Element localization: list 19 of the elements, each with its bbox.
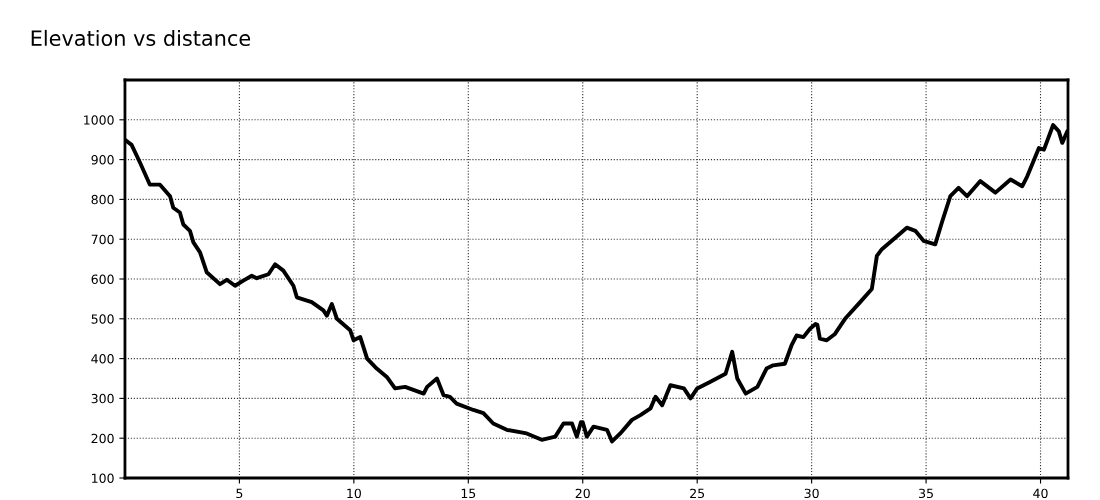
y-tick-label: 300: [91, 393, 114, 404]
x-tick-label: 35: [919, 488, 933, 499]
y-tick-label: 600: [91, 274, 114, 284]
y-tick-label: 800: [91, 194, 114, 205]
x-tick-label: 10: [347, 488, 361, 499]
y-tick-label: 100: [92, 473, 114, 483]
x-tick-label: 15: [461, 488, 476, 499]
chart-title: Elevation vs distance: [31, 29, 251, 47]
y-tick-label: 900: [91, 155, 114, 165]
y-tick-label: 400: [91, 354, 114, 364]
x-tick-label: 25: [690, 488, 705, 499]
y-tick-label: 700: [91, 234, 114, 245]
x-tick-label: 20: [575, 488, 590, 499]
x-tick-label: 40: [1033, 488, 1048, 499]
y-tick-label: 1000: [84, 115, 114, 125]
y-tick-label: 200: [91, 433, 114, 444]
y-tick-label: 500: [91, 314, 114, 324]
x-tick-label: 30: [804, 488, 819, 499]
x-tick-label: 5: [236, 488, 243, 499]
